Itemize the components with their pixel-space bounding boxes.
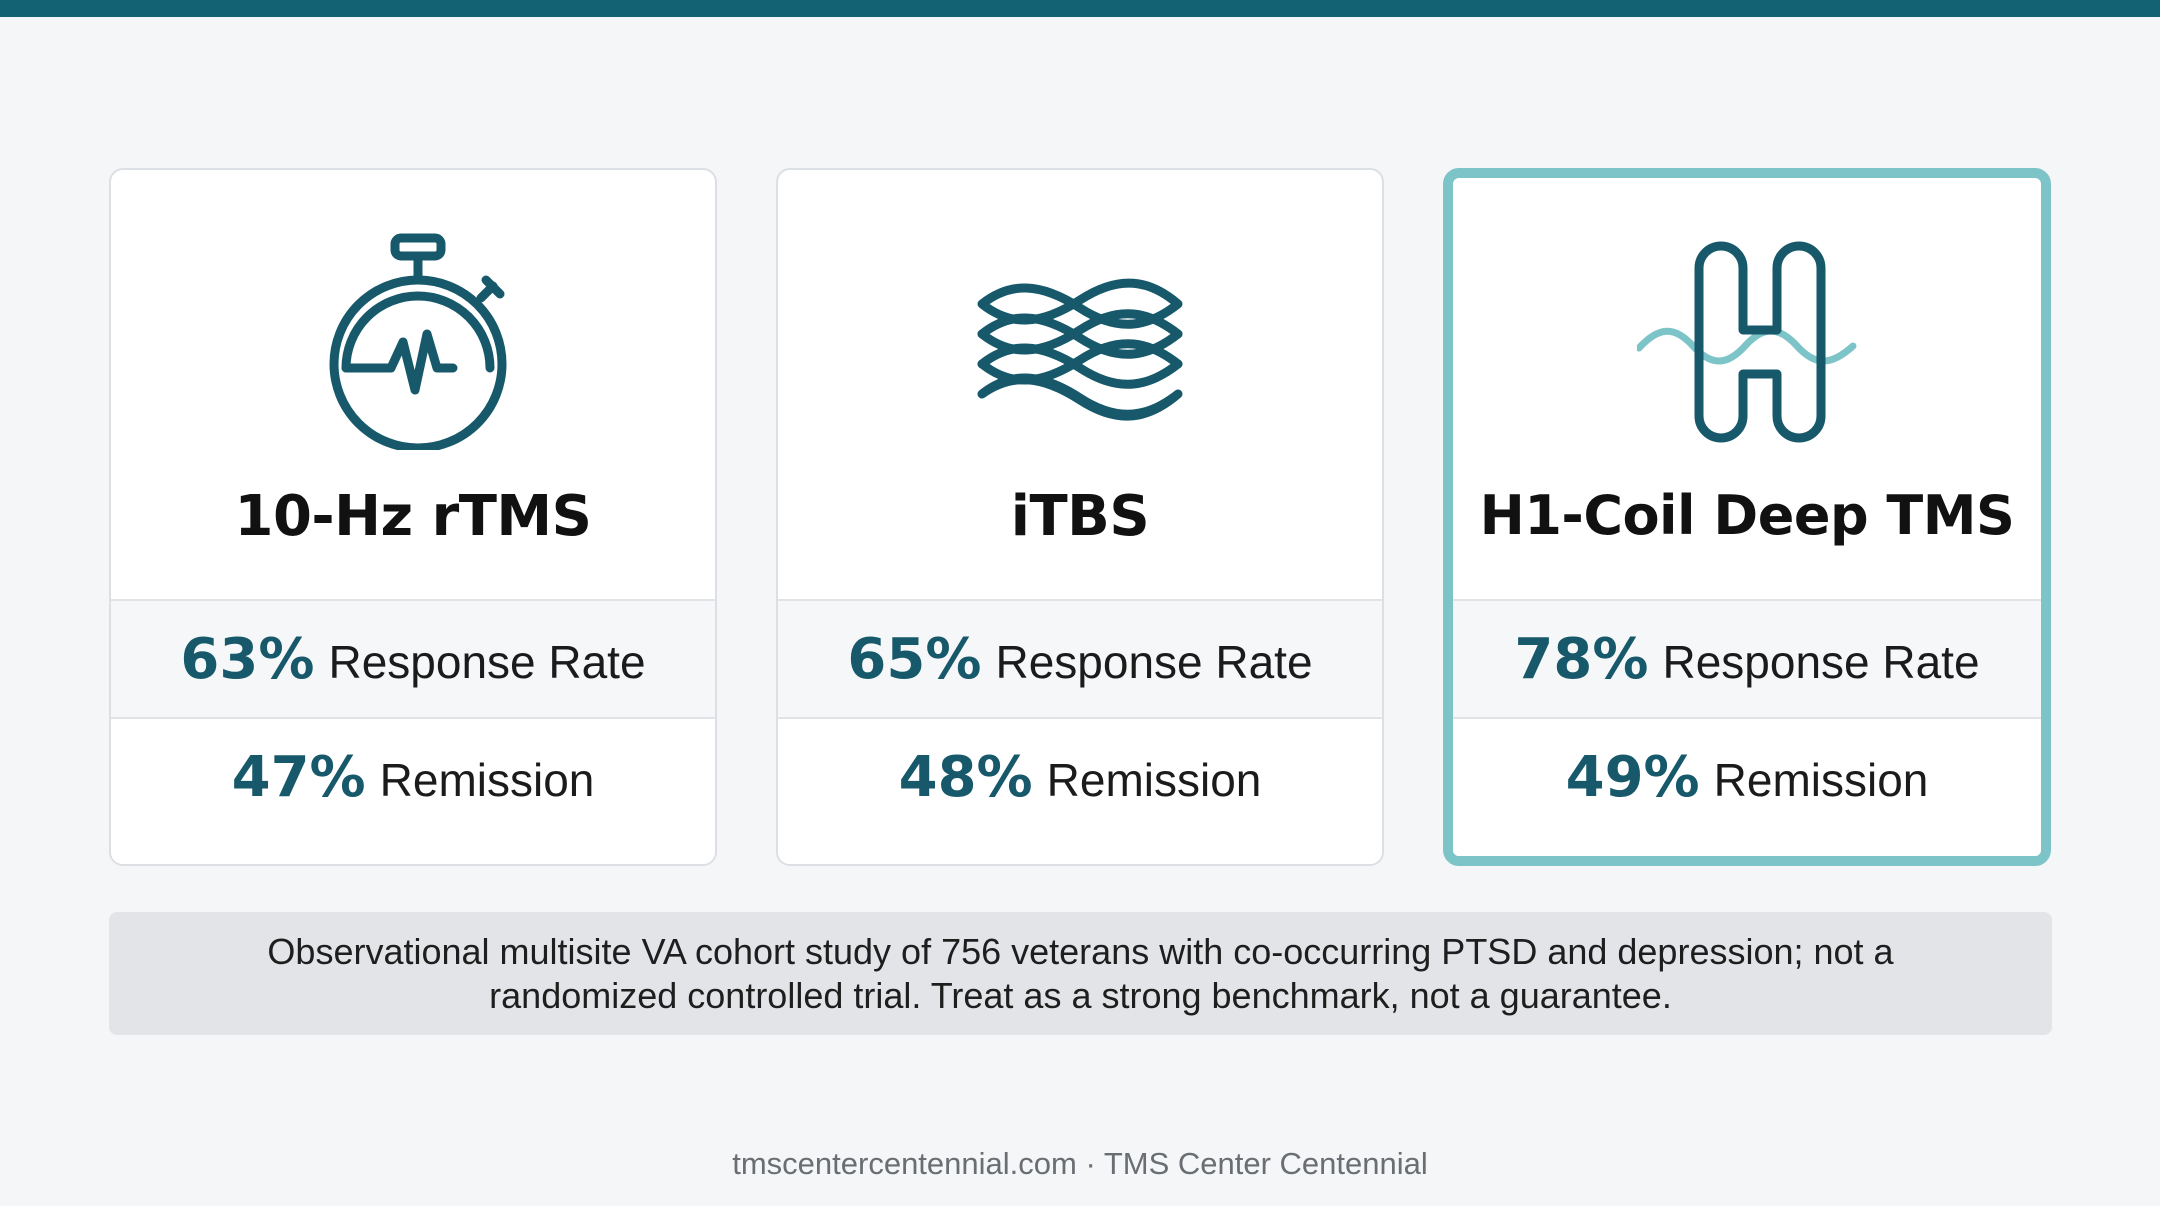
study-disclaimer: Observational multisite VA cohort study … bbox=[109, 912, 2052, 1035]
remission-value: 48% bbox=[898, 745, 1033, 810]
response-rate-label: Response Rate bbox=[995, 636, 1313, 688]
card-10hz-rtms: 10-Hz rTMS 63% Response Rate 47% Remission bbox=[109, 168, 717, 866]
response-rate-label: Response Rate bbox=[328, 636, 646, 688]
response-rate-row: 65% Response Rate bbox=[778, 599, 1382, 717]
disclaimer-line-2: randomized controlled trial. Treat as a … bbox=[489, 975, 1672, 1016]
response-rate-row: 63% Response Rate bbox=[111, 599, 715, 717]
disclaimer-line-1: Observational multisite VA cohort study … bbox=[267, 931, 1894, 972]
card-itbs: iTBS 65% Response Rate 48% Remission bbox=[776, 168, 1384, 866]
stopwatch-pulse-icon bbox=[303, 230, 523, 450]
layered-waves-icon bbox=[970, 230, 1190, 450]
card-header: iTBS bbox=[778, 170, 1382, 599]
remission-label: Remission bbox=[379, 754, 595, 806]
card-title: 10-Hz rTMS bbox=[234, 484, 592, 549]
card-header: 10-Hz rTMS bbox=[111, 170, 715, 599]
response-rate-value: 65% bbox=[847, 627, 982, 692]
remission-label: Remission bbox=[1046, 754, 1262, 806]
card-header: H1-Coil Deep TMS bbox=[1453, 178, 2041, 599]
response-rate-value: 63% bbox=[180, 627, 315, 692]
remission-row: 47% Remission bbox=[111, 717, 715, 864]
remission-value: 49% bbox=[1565, 745, 1700, 810]
response-rate-value: 78% bbox=[1514, 627, 1649, 692]
card-h1-coil-deep-tms: H1-Coil Deep TMS 78% Response Rate 49% Rem… bbox=[1443, 168, 2051, 866]
response-rate-label: Response Rate bbox=[1662, 636, 1980, 688]
response-rate-row: 78% Response Rate bbox=[1453, 599, 2041, 717]
remission-row: 48% Remission bbox=[778, 717, 1382, 864]
card-title: iTBS bbox=[1010, 484, 1150, 549]
h-coil-wave-icon bbox=[1637, 230, 1857, 450]
card-title: H1-Coil Deep TMS bbox=[1479, 484, 2015, 547]
remission-row: 49% Remission bbox=[1453, 717, 2041, 856]
top-accent-bar bbox=[0, 0, 2160, 17]
remission-value: 47% bbox=[231, 745, 366, 810]
footer-attribution: tmscentercentennial.com · TMS Center Cen… bbox=[732, 1146, 1428, 1181]
treatment-cards: 10-Hz rTMS 63% Response Rate 47% Remission… bbox=[109, 168, 2052, 866]
remission-label: Remission bbox=[1713, 754, 1929, 806]
